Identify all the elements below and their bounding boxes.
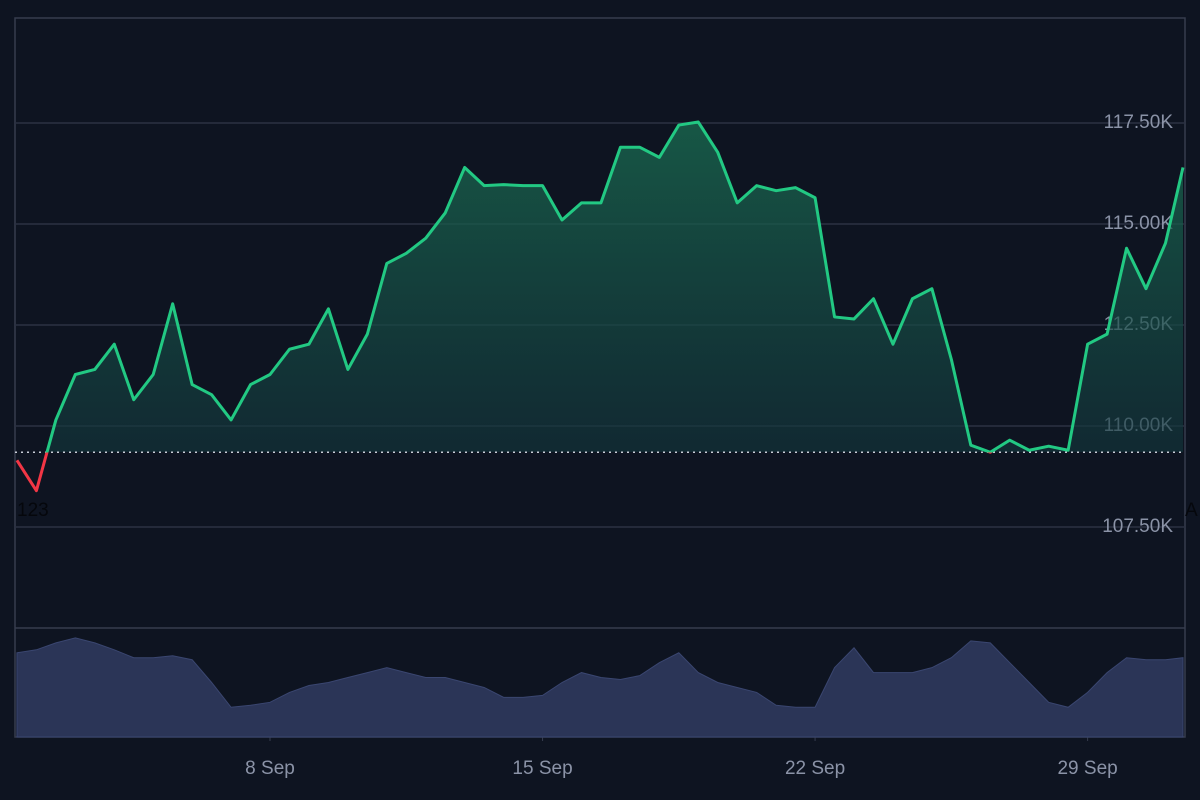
annotation: A [1185,500,1198,521]
x-tick-label: 29 Sep [1057,758,1117,779]
volume-area [16,637,1184,738]
y-tick-label: 115.00K [1104,213,1174,234]
price-area [46,122,1183,453]
x-tick-label: 8 Sep [245,758,295,779]
y-tick-label: 117.50K [1104,112,1174,133]
x-tick-label: 22 Sep [785,758,845,779]
x-tick-label: 15 Sep [512,758,572,779]
y-tick-label: 107.50K [1102,516,1173,537]
annotation: 123 [17,500,49,521]
price-line [15,120,1185,493]
